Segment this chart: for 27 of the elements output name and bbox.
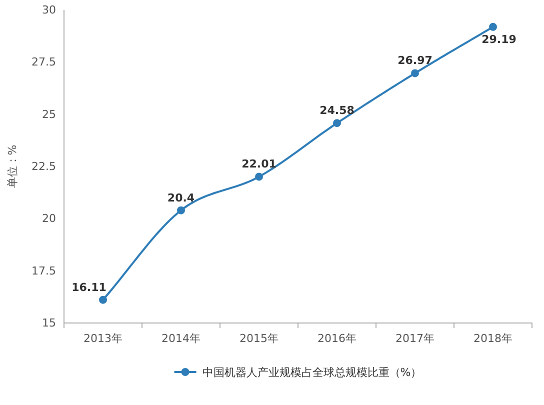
y-tick-label: 22.5 xyxy=(32,160,56,173)
x-tick-label: 2017年 xyxy=(396,332,434,345)
y-tick-label: 25 xyxy=(42,108,56,121)
y-tick-label: 27.5 xyxy=(32,56,56,69)
point xyxy=(99,296,107,304)
y-tick-label: 20 xyxy=(42,212,56,226)
point xyxy=(255,172,263,181)
x-tick-label: 2016年 xyxy=(318,332,356,345)
y-axis-title: 单位：% xyxy=(6,144,19,188)
point xyxy=(177,206,185,214)
legend-label: 中国机器人产业规模占全球总规模比重（%） xyxy=(202,366,422,379)
x-tick-label: 2014年 xyxy=(162,332,200,345)
point xyxy=(411,69,419,78)
data-label: 22.01 xyxy=(242,158,276,171)
data-label: 29.19 xyxy=(482,32,516,46)
x-tick-label: 2013年 xyxy=(84,332,122,345)
point xyxy=(489,22,497,31)
y-tick-label: 30 xyxy=(42,4,56,16)
data-label: 20.4 xyxy=(167,191,195,204)
x-tick-label: 2015年 xyxy=(240,332,278,345)
data-label: 26.97 xyxy=(398,54,432,68)
data-label: 24.58 xyxy=(320,104,354,118)
y-tick-label: 17.5 xyxy=(32,264,56,278)
point xyxy=(333,119,341,128)
y-tick-label: 15 xyxy=(42,316,56,330)
x-tick-label: 2018年 xyxy=(474,332,512,345)
data-label: 16.11 xyxy=(72,280,106,294)
